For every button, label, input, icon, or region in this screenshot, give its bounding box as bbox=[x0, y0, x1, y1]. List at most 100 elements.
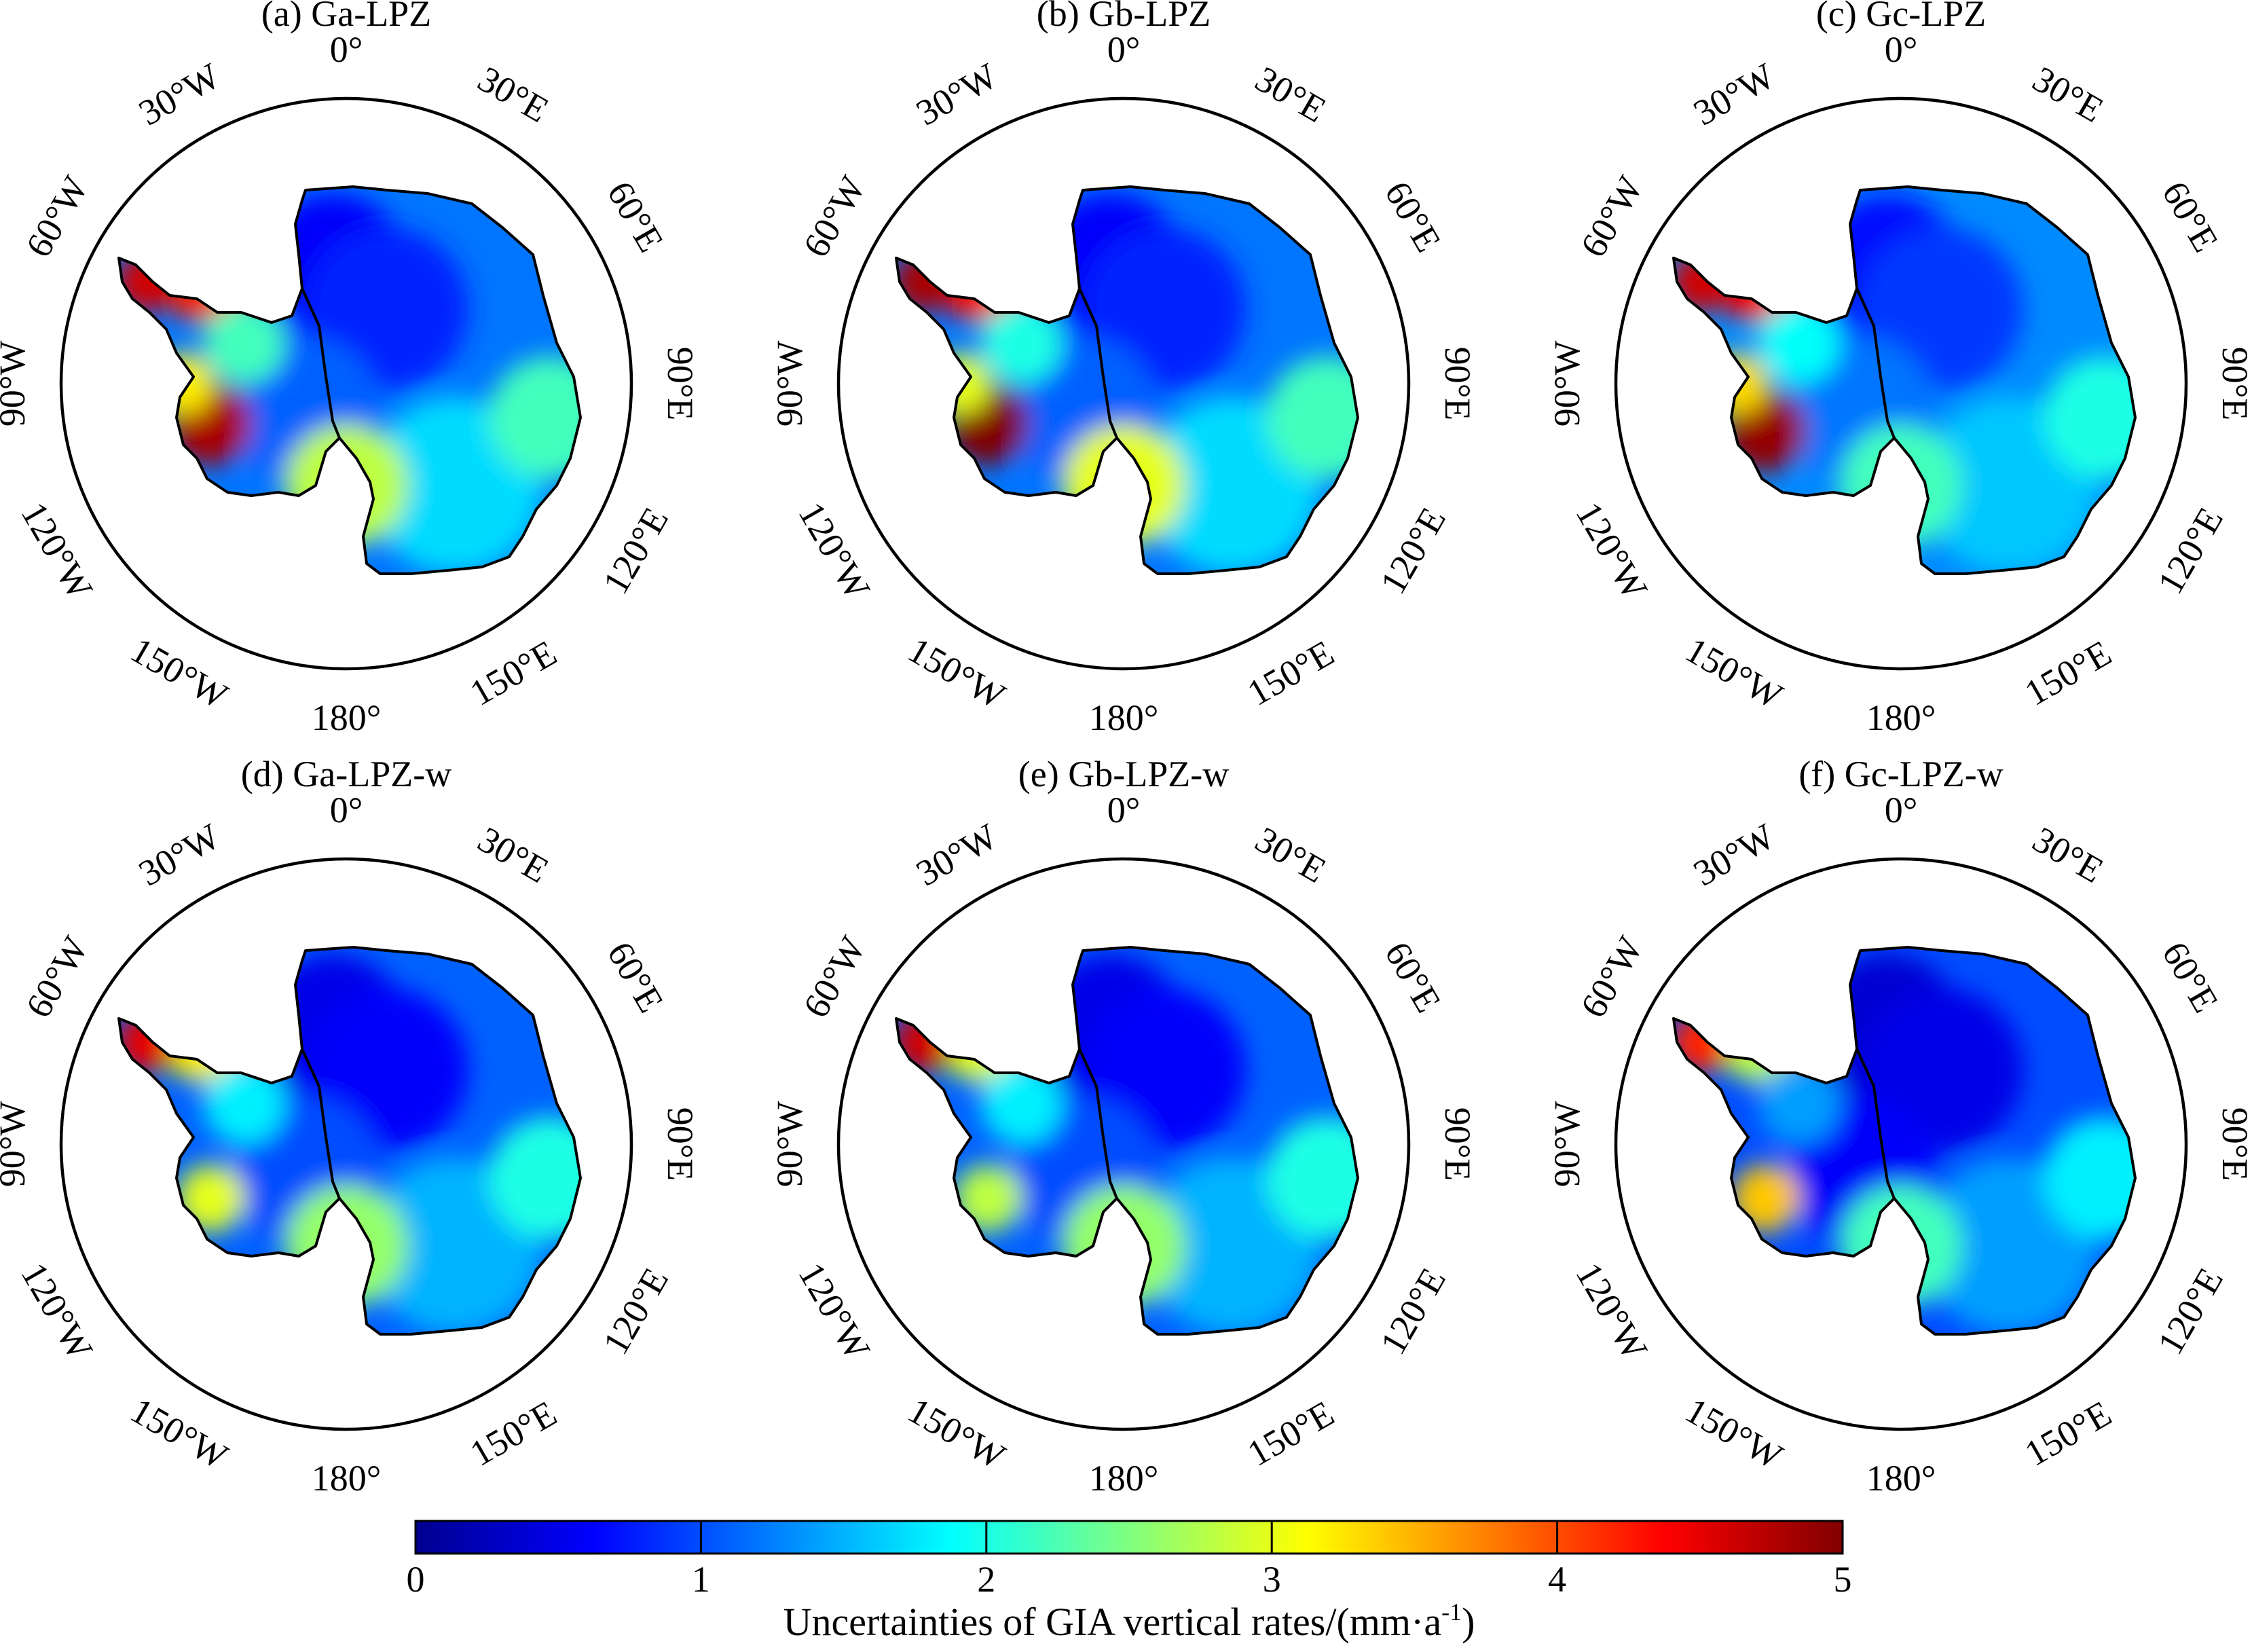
longitude-label: 150°E bbox=[1240, 632, 1340, 714]
longitude-label: 150°E bbox=[1240, 1393, 1340, 1474]
longitude-label: 150°W bbox=[1679, 629, 1790, 717]
colorbar-tick-label: 2 bbox=[977, 1559, 995, 1600]
uncertainty-cell bbox=[204, 1063, 285, 1144]
longitude-label: 120°W bbox=[791, 496, 879, 606]
longitude-label: 90°E bbox=[660, 1107, 701, 1181]
coastline bbox=[117, 946, 582, 1336]
longitude-label: 30°W bbox=[132, 55, 227, 133]
longitude-label: 90°E bbox=[2215, 1107, 2252, 1181]
ice-shelf-line bbox=[301, 1048, 341, 1199]
longitude-label: 180° bbox=[1866, 697, 1936, 738]
map-frame-circle bbox=[836, 857, 1411, 1431]
longitude-label: 0° bbox=[330, 790, 363, 830]
uncertainty-cell bbox=[163, 1002, 244, 1083]
uncertainty-cell bbox=[204, 302, 285, 384]
map-panel: (e) Gb-LPZ-w0° 30°E 60°E 90°E 120°E 150°E 180°… bbox=[769, 754, 1478, 1499]
map-panel: (f) Gc-LPZ-w0° 30°E 60°E 90°E 120°E 150°E 180°… bbox=[1547, 754, 2252, 1499]
uncertainty-cell bbox=[285, 1185, 407, 1307]
uncertainty-cell bbox=[285, 424, 407, 547]
uncertainty-cell bbox=[981, 1063, 1063, 1144]
longitude-label: 60°E bbox=[2154, 175, 2226, 259]
longitude-label: 60°E bbox=[1377, 935, 1449, 1019]
uncertainty-cell bbox=[163, 241, 244, 323]
uncertainty-cell bbox=[489, 1117, 580, 1239]
longitude-label: 60°E bbox=[599, 175, 671, 259]
uncertainty-field bbox=[896, 947, 1358, 1334]
panel-title: (f) Gc-LPZ-w bbox=[1798, 754, 2003, 794]
uncertainty-cell bbox=[1063, 424, 1185, 547]
longitude-label: 30°W bbox=[909, 815, 1004, 894]
longitude-label: 180° bbox=[312, 697, 382, 738]
panel-title: (c) Gc-LPZ bbox=[1816, 0, 1986, 34]
uncertainty-cell bbox=[2044, 1117, 2135, 1239]
longitude-label: 120°W bbox=[1568, 496, 1656, 606]
map-panel: (d) Ga-LPZ-w0° 30°E 60°E 90°E 120°E 150°E 180°… bbox=[0, 754, 701, 1499]
longitude-label: 60°W bbox=[18, 169, 96, 264]
longitude-label: 120°W bbox=[791, 1256, 879, 1367]
longitude-label: 0° bbox=[1107, 29, 1141, 70]
uncertainty-cell bbox=[1718, 241, 1799, 323]
uncertainty-field bbox=[1674, 947, 2135, 1334]
ice-shelf-line bbox=[301, 288, 341, 439]
ice-shelf-line bbox=[1856, 1048, 1896, 1199]
panel-title: (d) Ga-LPZ-w bbox=[241, 754, 451, 794]
uncertainty-cell bbox=[489, 356, 580, 479]
uncertainty-field bbox=[119, 947, 580, 1334]
colorbar-caption: Uncertainties of GIA vertical rates/(mm·… bbox=[783, 1598, 1475, 1644]
uncertainty-cell bbox=[1731, 1164, 1799, 1232]
longitude-label: 90°W bbox=[1547, 1101, 1587, 1188]
longitude-label: 90°W bbox=[769, 341, 810, 427]
longitude-label: 90°W bbox=[1547, 341, 1587, 427]
longitude-label: 180° bbox=[312, 1458, 382, 1499]
longitude-label: 30°E bbox=[2026, 58, 2110, 130]
longitude-label: 120°E bbox=[595, 500, 676, 600]
uncertainty-cell bbox=[1758, 302, 1840, 384]
coastline bbox=[895, 185, 1359, 575]
longitude-label: 150°W bbox=[902, 629, 1012, 717]
longitude-label: 120°E bbox=[2149, 1261, 2231, 1361]
colorbar-tick-label: 4 bbox=[1548, 1559, 1566, 1600]
longitude-label: 30°E bbox=[2026, 819, 2110, 891]
longitude-label: 150°E bbox=[2018, 632, 2118, 714]
uncertainty-cell bbox=[1840, 1185, 1962, 1307]
longitude-label: 150°W bbox=[124, 1390, 235, 1477]
longitude-label: 90°W bbox=[769, 1101, 810, 1188]
uncertainty-cell bbox=[1718, 1002, 1799, 1083]
longitude-label: 30°E bbox=[1249, 819, 1333, 891]
ice-shelf-line bbox=[1078, 288, 1118, 439]
longitude-label: 60°W bbox=[18, 930, 96, 1025]
longitude-label: 0° bbox=[1885, 29, 1918, 70]
uncertainty-field bbox=[119, 187, 580, 574]
map-frame-circle bbox=[1614, 96, 2188, 671]
longitude-label: 90°E bbox=[660, 347, 701, 421]
uncertainty-field bbox=[896, 187, 1358, 574]
longitude-label: 90°W bbox=[0, 1101, 33, 1188]
longitude-label: 120°W bbox=[14, 496, 101, 606]
longitude-label: 60°E bbox=[599, 935, 671, 1019]
longitude-label: 60°W bbox=[795, 930, 873, 1025]
longitude-label: 60°W bbox=[1572, 169, 1650, 264]
longitude-label: 90°E bbox=[1437, 1107, 1478, 1181]
uncertainty-cell bbox=[1266, 1117, 1358, 1239]
longitude-label: 150°E bbox=[2018, 1393, 2118, 1474]
map-frame-circle bbox=[836, 96, 1411, 671]
map-frame-circle bbox=[59, 857, 633, 1431]
map-frame-circle bbox=[1614, 857, 2188, 1431]
longitude-label: 120°E bbox=[2149, 500, 2231, 600]
longitude-label: 150°W bbox=[1679, 1390, 1790, 1477]
longitude-label: 150°W bbox=[124, 629, 235, 717]
panel-title: (a) Ga-LPZ bbox=[261, 0, 431, 34]
colorbar-tick-label: 3 bbox=[1263, 1559, 1281, 1600]
uncertainty-cell bbox=[940, 1002, 1022, 1083]
longitude-label: 30°W bbox=[909, 55, 1004, 133]
map-frame-circle bbox=[59, 96, 633, 671]
longitude-label: 150°E bbox=[463, 632, 563, 714]
colorbar-tick-label: 0 bbox=[407, 1559, 425, 1600]
longitude-label: 150°E bbox=[463, 1393, 563, 1474]
uncertainty-cell bbox=[2044, 356, 2135, 479]
uncertainty-cell bbox=[1266, 356, 1358, 479]
